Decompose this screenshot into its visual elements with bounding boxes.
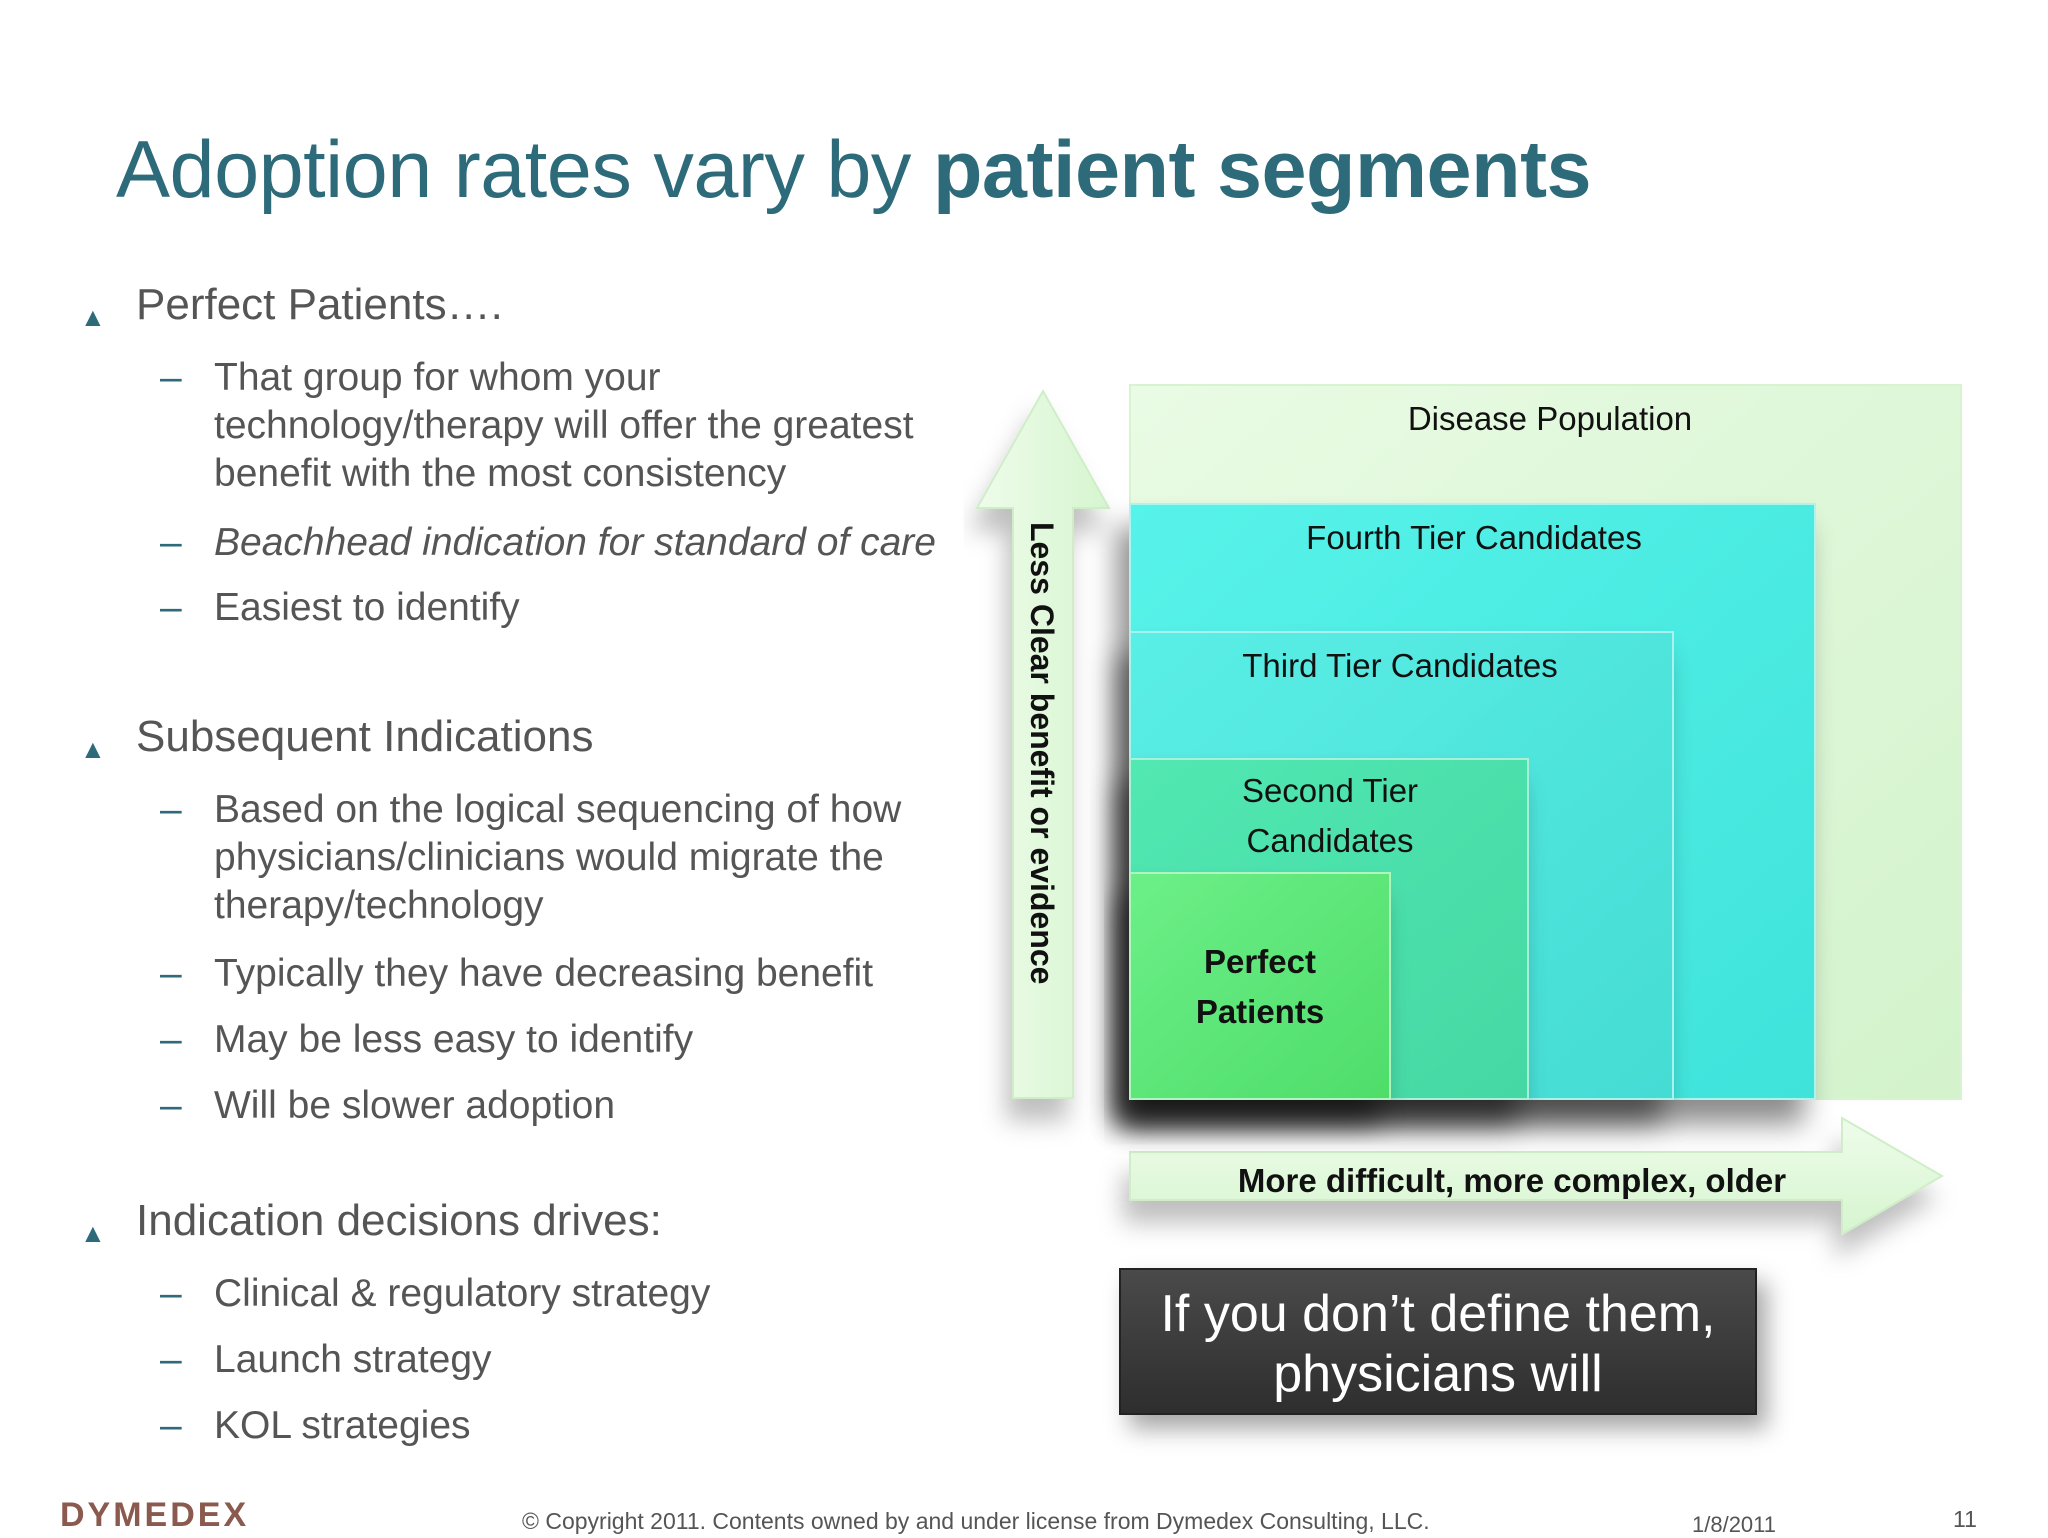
dash-bullet-icon: – xyxy=(160,1404,182,1447)
sub-bullet-text: KOL strategies xyxy=(214,1404,471,1447)
title-normal: Adoption rates vary by xyxy=(116,125,933,215)
sub-bullet-text: Easiest to identify xyxy=(214,586,520,629)
tier-box-perfect xyxy=(1129,872,1391,1100)
triangle-bullet-icon: ▲ xyxy=(80,734,106,764)
tier-label-second-line2: Candidates xyxy=(1246,822,1414,859)
tier-label-second: Second Tier Candidates xyxy=(1180,766,1480,866)
triangle-bullet-icon: ▲ xyxy=(80,302,106,332)
x-axis-label: More difficult, more complex, older xyxy=(1238,1162,1786,1199)
y-axis-arrow xyxy=(975,388,1111,1099)
y-axis-label: Less Clear benefit or evidence xyxy=(1024,522,1060,984)
callout-line2: physicians will xyxy=(1273,1345,1603,1403)
bullet-text: Indication decisions drives: xyxy=(136,1196,662,1245)
sub-bullet-text: May be less easy to identify xyxy=(214,1018,694,1061)
sub-bullet-text: Based on the logical sequencing of how p… xyxy=(214,788,902,927)
sub-bullet-text: That group for whom your technology/ther… xyxy=(214,356,914,495)
dash-bullet-icon: – xyxy=(160,586,182,629)
sub-bullet-text: Will be slower adoption xyxy=(214,1084,616,1127)
sub-bullet-text: Typically they have decreasing benefit xyxy=(214,952,874,995)
tier-label-third: Third Tier Candidates xyxy=(1242,647,1558,684)
title-bold: patient segments xyxy=(932,125,1592,215)
page-title: Adoption rates vary by patient segments xyxy=(116,124,1592,217)
tier-label-perfect-line1: Perfect xyxy=(1204,943,1316,980)
triangle-bullet-icon: ▲ xyxy=(80,1218,106,1248)
callout-box: If you don’t define them, physicians wil… xyxy=(1119,1268,1757,1415)
dash-bullet-icon: – xyxy=(160,1084,182,1127)
dash-bullet-icon: – xyxy=(160,356,182,399)
tier-label-fourth: Fourth Tier Candidates xyxy=(1306,519,1642,556)
sub-bullet-text: Beachhead indication for standard of car… xyxy=(214,521,936,564)
dymedex-logo: DYMEDEX xyxy=(60,1496,250,1534)
dash-bullet-icon: – xyxy=(160,1338,182,1381)
dash-bullet-icon: – xyxy=(160,521,182,564)
tier-label-second-line1: Second Tier xyxy=(1241,772,1419,809)
bullet-text: Perfect Patients…. xyxy=(136,280,503,329)
page-number: 11 xyxy=(1953,1506,1977,1532)
dash-bullet-icon: – xyxy=(160,1272,182,1315)
x-axis-arrow xyxy=(1129,1116,1944,1236)
sub-bullet-text: Clinical & regulatory strategy xyxy=(214,1272,711,1315)
bullet-text: Subsequent Indications xyxy=(136,712,594,761)
tier-label-perfect: Perfect Patients xyxy=(1130,937,1390,1037)
footer-copyright: © Copyright 2011. Contents owned by and … xyxy=(522,1508,1430,1534)
sub-bullet-text: Launch strategy xyxy=(214,1338,492,1381)
dash-bullet-icon: – xyxy=(160,1018,182,1061)
dash-bullet-icon: – xyxy=(160,788,182,831)
tier-label-disease-population: Disease Population xyxy=(1407,400,1693,437)
footer-date: 1/8/2011 xyxy=(1692,1512,1777,1537)
dash-bullet-icon: – xyxy=(160,952,182,995)
callout-line1: If you don’t define them, xyxy=(1160,1285,1716,1343)
tier-label-perfect-line2: Patients xyxy=(1195,993,1325,1030)
